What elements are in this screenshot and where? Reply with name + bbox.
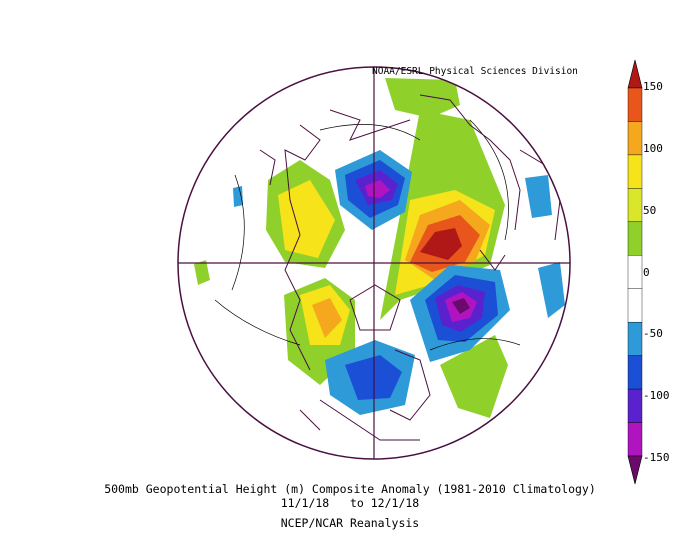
colorbar-tick-label: 150 xyxy=(643,80,663,93)
date-range: 11/1/18 to 12/1/18 xyxy=(280,496,420,510)
colorbar-segment xyxy=(627,355,643,390)
colorbar-segment xyxy=(627,188,643,223)
colorbar-segment xyxy=(627,121,643,156)
colorbar-tick-label: -50 xyxy=(643,327,663,341)
colorbar-segment xyxy=(627,154,643,189)
colorbar-segment xyxy=(627,255,643,289)
map-title: 500mb Geopotential Height (m) Composite … xyxy=(104,482,596,496)
colorbar-top-arrow xyxy=(627,59,643,89)
colorbar-segment xyxy=(627,321,643,356)
colorbar-bottom-arrow xyxy=(627,455,643,485)
colorbar-segment xyxy=(627,87,643,122)
colorbar-tick-label: 100 xyxy=(643,141,663,155)
colorbar-segment xyxy=(627,388,643,423)
colorbar-segment xyxy=(627,221,643,256)
colorbar xyxy=(627,59,643,485)
colorbar-tick-label: 0 xyxy=(643,265,650,279)
data-source: NCEP/NCAR Reanalysis xyxy=(280,516,420,530)
colorbar-tick-label: -150 xyxy=(643,451,670,464)
colorbar-segment xyxy=(627,288,643,323)
credit-text: NOAA/ESRL Physical Sciences Division xyxy=(372,66,578,77)
colorbar-tick-label: 50 xyxy=(643,203,657,217)
colorbar-segment xyxy=(627,422,643,457)
colorbar-tick-label: -100 xyxy=(643,389,670,403)
